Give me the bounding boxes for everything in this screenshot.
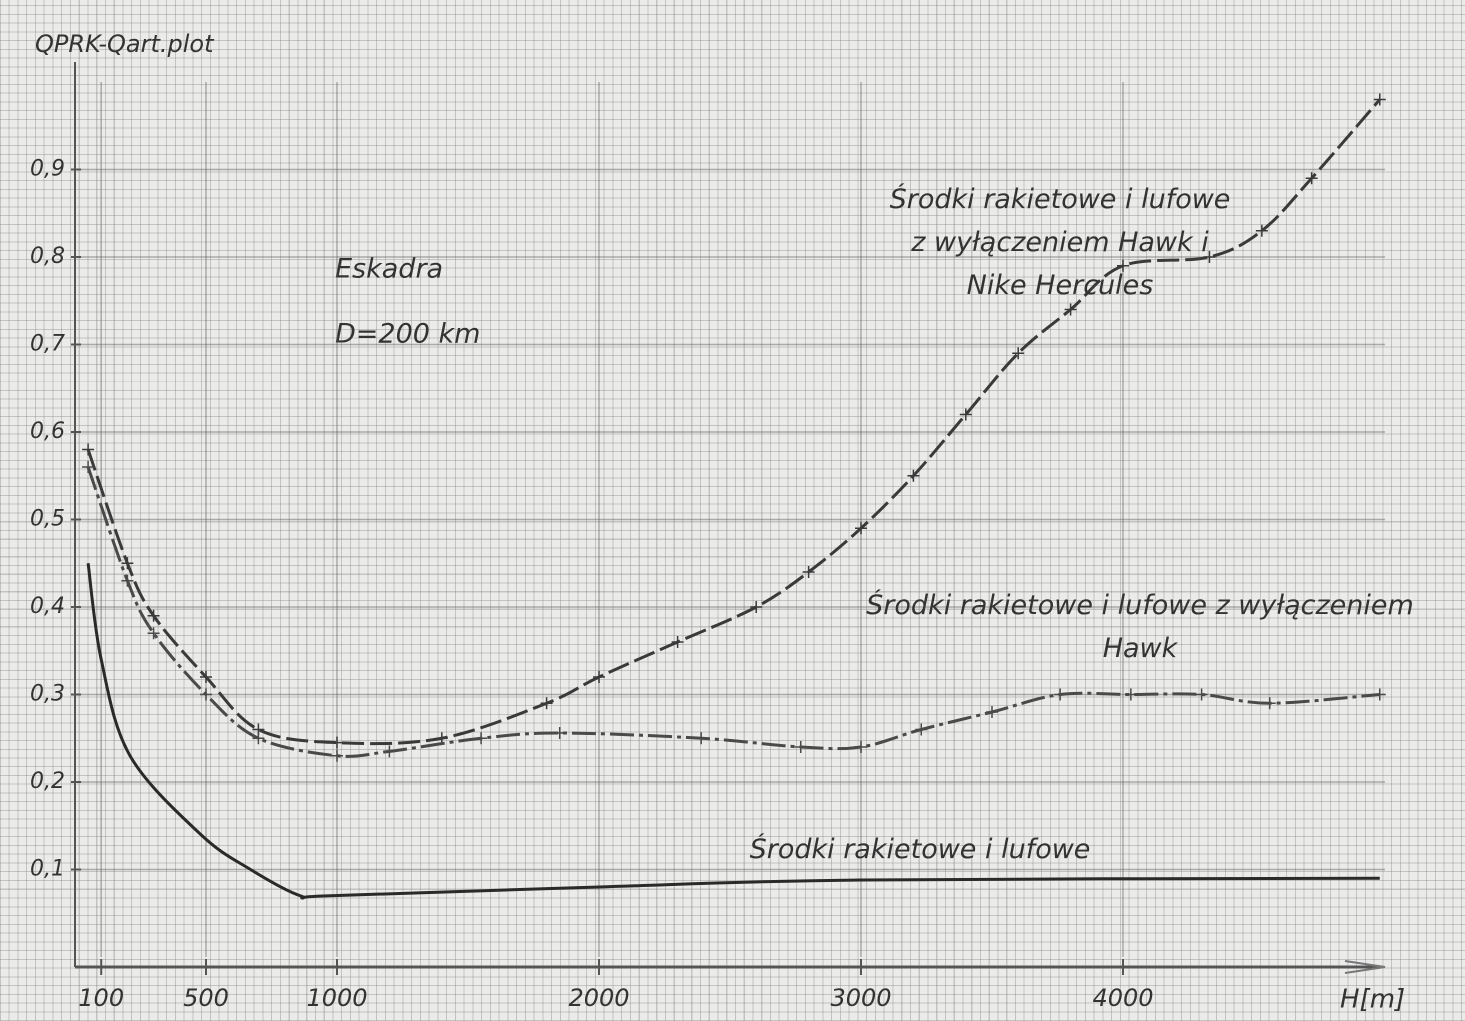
x-axis-label: H[m] xyxy=(1340,985,1405,1015)
point-marker xyxy=(383,745,396,758)
x-tick-label: 500 xyxy=(183,984,229,1012)
point-marker xyxy=(200,671,212,683)
series-line xyxy=(86,98,1381,746)
y-tick-label: 0,1 xyxy=(30,857,65,882)
point-marker xyxy=(121,557,134,570)
point-marker xyxy=(915,723,928,736)
point-marker xyxy=(1054,688,1067,701)
x-tick-label: 100 xyxy=(78,984,124,1012)
point-marker xyxy=(553,727,566,739)
point-marker xyxy=(1195,688,1208,701)
point-marker xyxy=(1373,688,1386,701)
point-marker xyxy=(147,627,160,640)
point-marker xyxy=(475,732,488,745)
series-label: Środki rakietowe i lufowe z wyłączeniem … xyxy=(866,590,1414,664)
point-marker xyxy=(1012,347,1025,360)
y-tick-label: 0,3 xyxy=(30,682,65,707)
point-marker xyxy=(855,741,867,753)
point-marker xyxy=(959,408,972,421)
point-marker xyxy=(540,697,553,710)
y-tick-label: 0,8 xyxy=(30,244,65,269)
point-marker xyxy=(907,469,920,482)
y-tick-label: 0,6 xyxy=(30,419,65,444)
point-marker xyxy=(1124,688,1137,701)
point-marker xyxy=(331,749,343,762)
x-tick-label: 1000 xyxy=(306,984,367,1012)
point-marker xyxy=(695,732,708,745)
y-tick-label: 0,9 xyxy=(30,157,65,182)
series-label: Środki rakietowe i lufowe xyxy=(749,834,1091,865)
point-marker xyxy=(1255,224,1268,237)
y-tick-label: 0,2 xyxy=(30,769,65,794)
series-label: Środki rakietowe i lufowe z wyłączeniem … xyxy=(889,184,1231,301)
point-marker xyxy=(147,609,160,622)
point-marker xyxy=(1203,251,1216,263)
chart-title: QPRK-Qart.plot xyxy=(35,30,215,58)
point-marker xyxy=(252,732,265,745)
point-marker xyxy=(331,736,343,749)
x-tick-label: 4000 xyxy=(1092,984,1153,1012)
point-marker xyxy=(794,741,807,753)
x-tick-label: 3000 xyxy=(830,984,891,1012)
point-marker xyxy=(802,566,815,578)
point-marker xyxy=(1263,697,1276,710)
point-marker xyxy=(121,574,134,587)
point-marker xyxy=(82,443,95,456)
point-marker xyxy=(1117,259,1129,272)
point-marker xyxy=(1064,303,1077,316)
point-marker xyxy=(593,671,605,683)
y-tick-label: 0,5 xyxy=(30,507,65,532)
point-marker xyxy=(200,688,212,701)
x-axis-arrow xyxy=(1344,960,1386,974)
point-marker xyxy=(82,461,95,473)
series-line xyxy=(86,563,1380,900)
annotation: Eskadra xyxy=(335,254,443,285)
point-marker xyxy=(855,522,867,535)
point-marker xyxy=(1305,172,1318,185)
y-tick-label: 0,4 xyxy=(30,594,65,619)
annotation: D=200 km xyxy=(335,319,480,350)
y-tick-label: 0,7 xyxy=(30,332,65,357)
point-marker xyxy=(1373,93,1386,106)
point-marker xyxy=(750,601,763,613)
x-tick-label: 2000 xyxy=(568,984,629,1012)
point-marker xyxy=(671,636,684,648)
point-marker xyxy=(986,706,998,718)
